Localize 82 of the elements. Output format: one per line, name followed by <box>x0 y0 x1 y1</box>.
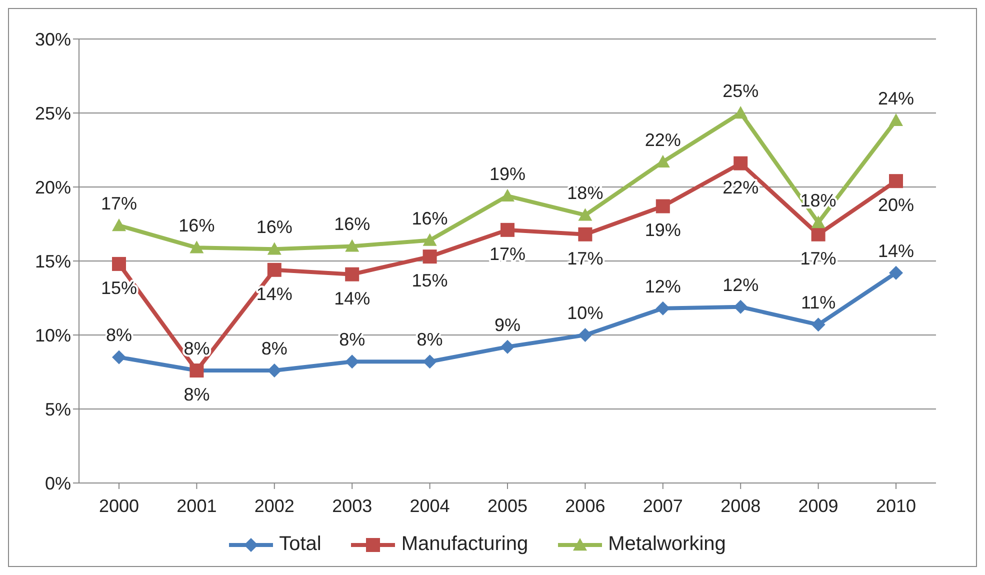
x-tick-label: 2009 <box>798 496 838 516</box>
x-tick-label: 2007 <box>642 496 683 516</box>
point <box>422 354 437 369</box>
data-label: 16% <box>334 214 370 234</box>
point <box>345 267 360 282</box>
data-label: 14% <box>256 284 292 304</box>
y-tick-label: 25% <box>34 103 71 124</box>
data-label: 16% <box>412 208 448 228</box>
data-label: 19% <box>644 220 681 240</box>
legend-label: Metalworking <box>608 533 726 556</box>
data-label: 22% <box>722 177 759 198</box>
data-label: 14% <box>878 240 914 261</box>
point <box>500 340 514 354</box>
point <box>267 262 282 277</box>
point <box>112 256 126 271</box>
x-tick-label: 2010 <box>876 496 916 516</box>
x-tick-label: 2002 <box>254 496 294 516</box>
data-label: 14% <box>334 288 370 308</box>
data-label: 16% <box>256 217 292 238</box>
x-tick-label: 2004 <box>410 496 450 516</box>
y-tick-label: 15% <box>34 251 71 272</box>
data-label: 17% <box>800 248 836 268</box>
data-label: 8% <box>184 384 210 405</box>
data-label: 25% <box>722 81 759 101</box>
point <box>656 301 670 316</box>
point <box>578 328 592 342</box>
point <box>345 354 360 369</box>
point <box>578 227 592 242</box>
data-label: 11% <box>800 292 836 313</box>
point <box>500 188 514 202</box>
x-tick-label: 2005 <box>487 496 528 516</box>
point <box>811 216 826 228</box>
legend-label: Total <box>279 533 322 556</box>
y-tick-label: 0% <box>44 473 71 494</box>
point <box>889 266 903 280</box>
data-label: 12% <box>644 276 681 296</box>
x-tick-label: 2006 <box>565 496 606 516</box>
x-tick-label: 2000 <box>98 496 140 516</box>
data-label: 17% <box>567 248 604 268</box>
x-tick-label: 2008 <box>720 496 761 516</box>
point <box>112 218 126 232</box>
data-label: 20% <box>878 195 914 216</box>
data-label: 22% <box>644 130 681 150</box>
point <box>190 240 204 254</box>
y-tick-label: 30% <box>34 29 71 50</box>
data-label: 9% <box>494 314 521 335</box>
point <box>656 199 670 214</box>
x-tick-label: 2003 <box>332 496 372 516</box>
data-label: 8% <box>261 338 288 359</box>
point <box>112 350 126 364</box>
point <box>345 239 360 252</box>
y-tick-label: 5% <box>44 399 71 420</box>
data-label: 18% <box>567 183 604 204</box>
point <box>889 113 903 126</box>
data-label: 15% <box>412 270 448 291</box>
point <box>734 300 748 314</box>
data-label: 12% <box>722 274 759 295</box>
data-label: 19% <box>489 164 526 184</box>
point <box>811 318 826 332</box>
y-tick-label: 20% <box>34 177 71 198</box>
data-label: 10% <box>567 303 604 323</box>
point <box>267 242 282 255</box>
x-tick-label: 2001 <box>176 496 217 516</box>
data-label: 17% <box>489 244 526 264</box>
legend-label: Manufacturing <box>401 533 528 556</box>
point <box>734 106 748 119</box>
y-tick-label: 10% <box>34 325 71 346</box>
data-label: 8% <box>106 325 132 346</box>
data-label: 17% <box>100 193 138 214</box>
data-label: 16% <box>178 216 215 236</box>
data-label: 24% <box>878 88 914 108</box>
point <box>889 174 903 188</box>
data-label: 8% <box>416 330 443 350</box>
point <box>422 250 437 264</box>
point <box>500 222 514 237</box>
point <box>422 233 437 246</box>
point <box>811 227 826 242</box>
point <box>578 208 592 221</box>
data-label: 8% <box>184 338 210 359</box>
point <box>734 156 748 170</box>
data-label: 15% <box>100 278 138 298</box>
data-label: 8% <box>339 330 366 350</box>
